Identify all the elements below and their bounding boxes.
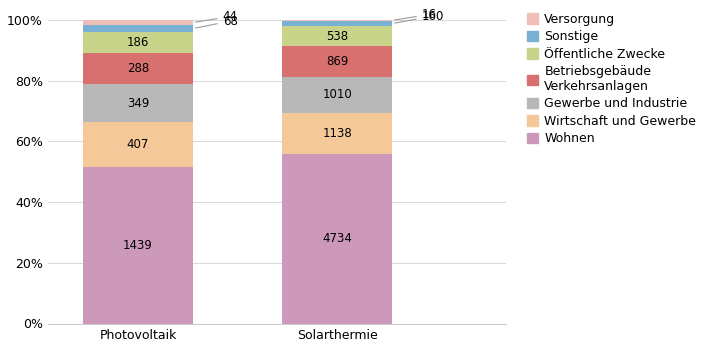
Text: 869: 869	[326, 55, 349, 68]
Bar	[83, 166, 192, 324]
Text: 186: 186	[127, 36, 149, 49]
Text: 160: 160	[395, 9, 444, 23]
Bar	[283, 154, 392, 324]
Bar	[83, 20, 192, 25]
Text: 349: 349	[127, 97, 149, 110]
Bar	[283, 27, 392, 46]
Text: 16: 16	[395, 8, 437, 21]
Text: 1010: 1010	[322, 89, 352, 102]
Bar	[83, 122, 192, 166]
Bar	[83, 32, 192, 53]
Bar	[283, 77, 392, 113]
Bar	[283, 46, 392, 77]
Bar	[83, 84, 192, 122]
Text: 538: 538	[326, 30, 348, 43]
Text: 288: 288	[127, 62, 149, 75]
Bar	[83, 53, 192, 84]
Bar	[283, 20, 392, 21]
Legend: Versorgung, Sonstige, Öffentliche Zwecke, Betriebsgebäude
Verkehrsanlagen, Gewer: Versorgung, Sonstige, Öffentliche Zwecke…	[522, 8, 701, 150]
Bar	[283, 113, 392, 154]
Text: 407: 407	[127, 138, 149, 151]
Bar	[83, 25, 192, 32]
Text: 1439: 1439	[123, 238, 153, 252]
Text: 68: 68	[195, 15, 238, 28]
Text: 44: 44	[195, 10, 238, 23]
Text: 1138: 1138	[322, 127, 352, 140]
Bar	[283, 21, 392, 27]
Text: 4734: 4734	[322, 232, 352, 245]
